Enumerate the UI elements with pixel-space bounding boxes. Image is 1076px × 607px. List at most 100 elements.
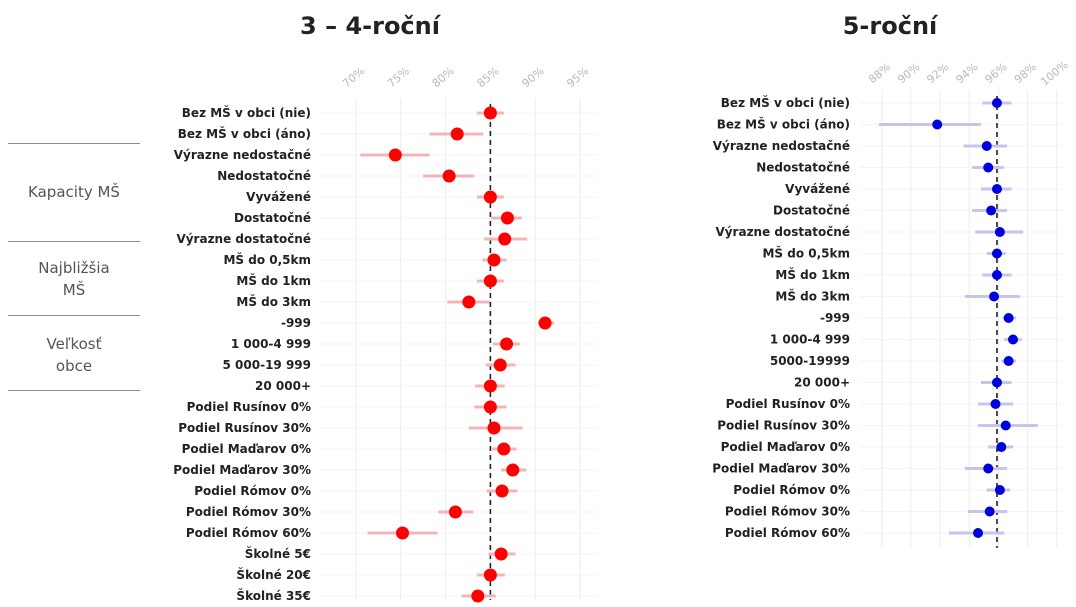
data-point bbox=[483, 274, 497, 288]
category-label: 20 000+ bbox=[794, 376, 850, 390]
data-point bbox=[483, 106, 497, 120]
category-label: Bez MŠ v obci (nie) bbox=[182, 105, 311, 120]
data-point bbox=[471, 589, 485, 603]
data-point bbox=[483, 400, 497, 414]
x-tick-label: 70% bbox=[340, 64, 367, 90]
category-label: MŠ do 0,5km bbox=[762, 246, 850, 261]
category-label: MŠ do 3km bbox=[775, 289, 850, 304]
category-label: Dostatočné bbox=[234, 211, 311, 225]
category-label: Podiel Rusínov 30% bbox=[717, 419, 850, 433]
category-label: 20 000+ bbox=[255, 379, 311, 393]
x-tick-label: 94% bbox=[953, 60, 980, 86]
data-point bbox=[1000, 420, 1011, 431]
data-point bbox=[990, 399, 1001, 409]
data-point bbox=[494, 547, 508, 561]
category-label: Bez MŠ v obci (áno) bbox=[717, 117, 850, 132]
data-point bbox=[448, 505, 462, 519]
category-label: Podiel Rómov 30% bbox=[725, 505, 850, 519]
category-label: Výrazne nedostačné bbox=[174, 148, 311, 162]
category-label: MŠ do 1km bbox=[236, 273, 311, 288]
category-label: Podiel Maďarov 0% bbox=[182, 442, 311, 456]
category-label: Nedostatočné bbox=[756, 161, 850, 175]
category-label: -999 bbox=[820, 311, 850, 325]
data-point bbox=[487, 253, 501, 267]
data-point bbox=[483, 379, 497, 393]
x-tick-label: 92% bbox=[924, 60, 951, 86]
category-label: Vyvážené bbox=[246, 190, 311, 204]
data-point bbox=[996, 442, 1007, 452]
category-label: Školné 5€ bbox=[245, 546, 311, 561]
data-point bbox=[500, 211, 514, 225]
category-label: Podiel Rusínov 0% bbox=[726, 397, 850, 411]
group-label-najblizsia: Najbližšia MŠ bbox=[38, 259, 110, 299]
category-label: Dostatočné bbox=[773, 204, 850, 218]
x-tick-label: 90% bbox=[519, 64, 546, 90]
category-label: Nedostatočné bbox=[217, 169, 311, 183]
category-label: 5 000-19 999 bbox=[223, 358, 311, 372]
data-point bbox=[983, 162, 994, 173]
group-divider bbox=[8, 390, 140, 391]
category-label: MŠ do 3km bbox=[236, 294, 311, 309]
category-label: Podiel Rómov 0% bbox=[733, 483, 850, 497]
data-point bbox=[991, 184, 1002, 194]
category-label: Podiel Rusínov 30% bbox=[178, 421, 311, 435]
category-label: Podiel Rusínov 0% bbox=[187, 400, 311, 414]
category-label: Výrazne nedostačné bbox=[713, 139, 850, 153]
category-label: MŠ do 1km bbox=[775, 267, 850, 282]
data-point bbox=[973, 528, 984, 538]
category-label: Podiel Maďarov 30% bbox=[712, 462, 850, 476]
category-label: 5000-19999 bbox=[770, 354, 850, 368]
x-tick-label: 90% bbox=[895, 60, 922, 86]
data-point bbox=[462, 295, 476, 309]
data-point bbox=[991, 270, 1002, 280]
group-divider bbox=[8, 315, 140, 316]
x-tick-label: 100% bbox=[1038, 58, 1070, 88]
category-label: Podiel Maďarov 30% bbox=[173, 463, 311, 477]
data-point bbox=[991, 248, 1002, 259]
data-point bbox=[932, 119, 943, 130]
category-label: Podiel Rómov 30% bbox=[186, 505, 311, 519]
category-label: Školné 35€ bbox=[236, 588, 311, 603]
data-point bbox=[989, 291, 1000, 302]
data-point bbox=[498, 232, 512, 246]
data-point bbox=[991, 377, 1002, 388]
x-tick-label: 80% bbox=[430, 64, 457, 90]
data-point bbox=[994, 485, 1005, 495]
category-label: Podiel Rómov 60% bbox=[186, 526, 311, 540]
data-point bbox=[493, 358, 507, 372]
category-label: Bez MŠ v obci (nie) bbox=[721, 95, 850, 110]
data-point bbox=[986, 205, 997, 216]
data-point bbox=[1003, 356, 1014, 366]
category-label: Bez MŠ v obci (áno) bbox=[178, 126, 311, 141]
group-label-kapacity: Kapacity MŠ bbox=[28, 183, 120, 201]
x-tick-label: 95% bbox=[564, 64, 591, 90]
panel2-title: 5-roční bbox=[842, 12, 938, 40]
x-tick-label: 88% bbox=[866, 60, 893, 86]
group-divider bbox=[8, 241, 140, 242]
data-point bbox=[483, 190, 497, 204]
x-tick-label: 75% bbox=[385, 64, 412, 90]
x-tick-label: 98% bbox=[1012, 60, 1039, 86]
data-point bbox=[983, 463, 994, 474]
x-tick-label: 96% bbox=[983, 60, 1010, 86]
category-label: Výrazne dostatočné bbox=[176, 232, 311, 246]
category-label: Výrazne dostatočné bbox=[715, 225, 850, 239]
category-label: Podiel Rómov 60% bbox=[725, 526, 850, 540]
data-point bbox=[994, 227, 1005, 237]
data-point bbox=[506, 463, 520, 477]
data-point bbox=[991, 98, 1002, 108]
category-label: 1 000-4 999 bbox=[231, 337, 311, 351]
data-point bbox=[388, 148, 402, 162]
data-point bbox=[396, 526, 410, 540]
category-label: 1 000-4 999 bbox=[770, 333, 850, 347]
panel1-title: 3 – 4-roční bbox=[300, 12, 440, 40]
data-point bbox=[450, 127, 464, 141]
data-point bbox=[495, 484, 509, 498]
data-point bbox=[442, 169, 456, 183]
data-point bbox=[1003, 313, 1014, 323]
data-point bbox=[487, 421, 501, 435]
category-label: MŠ do 0,5km bbox=[223, 252, 311, 267]
x-tick-label: 85% bbox=[475, 64, 502, 90]
